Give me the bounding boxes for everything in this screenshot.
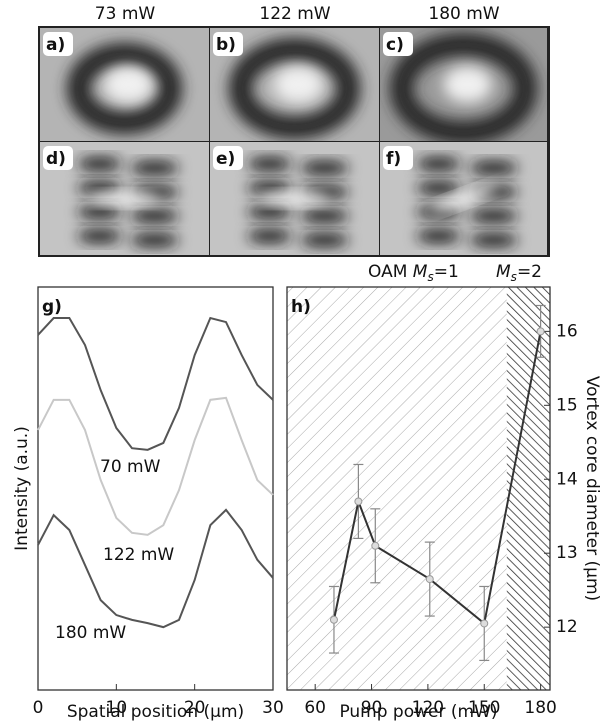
region-label-part: s [511, 270, 517, 284]
fringe-dark [416, 181, 461, 195]
fringe-dark [77, 229, 122, 243]
y-tick-label: 14 [556, 469, 578, 489]
image-panels: a) b) c) d) e) f) [38, 26, 550, 257]
y-tick-label: 15 [556, 395, 578, 415]
x-axis-label: Spatial position (µm) [67, 702, 244, 722]
column-label: 73 mW [95, 4, 156, 24]
image [210, 28, 379, 141]
label-box [43, 32, 73, 56]
region-label-part: =1 [434, 262, 459, 282]
y-tick-label: 12 [556, 617, 578, 637]
vortex-ring [228, 37, 361, 140]
vortex-core [274, 66, 323, 103]
line-series [332, 331, 542, 626]
fringe-dark [130, 209, 179, 223]
x-axis-label: Pump power (mW) [339, 702, 497, 722]
x-tick-label: 60 [304, 698, 326, 718]
panel-label: d) [46, 149, 66, 169]
x-tick-label: 10 [106, 698, 128, 718]
panel-label: a) [46, 35, 65, 55]
image [380, 28, 547, 141]
fringe-dark [77, 157, 122, 171]
y-axis-label: Vortex core diameter (µm) [582, 376, 602, 601]
region-label-part: OAM [368, 262, 413, 282]
fringe-light [258, 192, 331, 205]
x-tick-label: 0 [33, 698, 44, 718]
vortex-core [104, 66, 153, 103]
fringe-dark [469, 233, 518, 247]
label-box [383, 146, 413, 170]
line-series [37, 508, 274, 629]
vortex-ring [389, 32, 538, 141]
region-2 [506, 287, 550, 690]
fringe-dark [300, 233, 349, 247]
label-box [43, 146, 73, 170]
panel-label: e) [216, 149, 235, 169]
fringe-dark [300, 209, 349, 223]
column-label: 180 mW [428, 4, 499, 24]
region-label-part: s [427, 270, 433, 284]
panel-label: g) [42, 297, 62, 317]
line-series [37, 396, 274, 536]
x-tick-label: 30 [262, 698, 284, 718]
region-label-part: =2 [517, 262, 542, 282]
point [329, 615, 338, 624]
fringe-light [88, 192, 161, 205]
y-tick-label: 13 [556, 543, 578, 563]
x-tick-label: 150 [468, 698, 500, 718]
x-tick-label: 120 [412, 698, 444, 718]
y-axis-label: Intensity (a.u.) [12, 426, 32, 551]
fringe-dark [416, 229, 461, 243]
fringe-dark [247, 157, 292, 171]
vortex-ring [66, 42, 183, 135]
series-label: 70 mW [100, 457, 161, 477]
fringe-dark [247, 205, 292, 219]
fringe-dark [77, 181, 122, 195]
fringe-dark [300, 161, 349, 175]
point [371, 541, 380, 550]
y-tick-label: 16 [556, 321, 578, 341]
fringe-dark [247, 229, 292, 243]
column-label: 122 mW [259, 4, 330, 24]
region-label-part: M [413, 262, 428, 282]
point [536, 327, 545, 336]
plot-frame [286, 286, 551, 691]
region-label-part: M [496, 262, 511, 282]
label-box [383, 32, 413, 56]
series-label: 122 mW [103, 545, 174, 565]
plot-frame [37, 286, 274, 691]
panel-label: b) [216, 35, 236, 55]
point [480, 619, 489, 628]
fringe-dark [247, 181, 292, 195]
fringe-dark [130, 233, 179, 247]
vortex-core [443, 66, 492, 103]
panel-label: c) [386, 35, 404, 55]
label-box [213, 146, 243, 170]
panel-label: h) [291, 297, 311, 317]
fringe-dark [77, 205, 122, 219]
fringe-light [429, 184, 498, 213]
point [425, 575, 434, 584]
fringe-dark [469, 161, 518, 175]
series-label: 180 mW [55, 623, 126, 643]
region-label: Ms=2 [496, 262, 542, 284]
region-label: OAM Ms=1 [368, 262, 459, 284]
x-tick-label: 180 [524, 698, 556, 718]
fringe-dark [416, 157, 461, 171]
x-tick-label: 90 [361, 698, 383, 718]
line-series [37, 316, 274, 451]
label-box [213, 32, 243, 56]
region-1 [287, 287, 507, 690]
fringe-dark [130, 161, 179, 175]
x-tick-label: 20 [184, 698, 206, 718]
point [354, 497, 363, 506]
panel-label: f) [386, 149, 401, 169]
fringe-dark [469, 209, 518, 223]
